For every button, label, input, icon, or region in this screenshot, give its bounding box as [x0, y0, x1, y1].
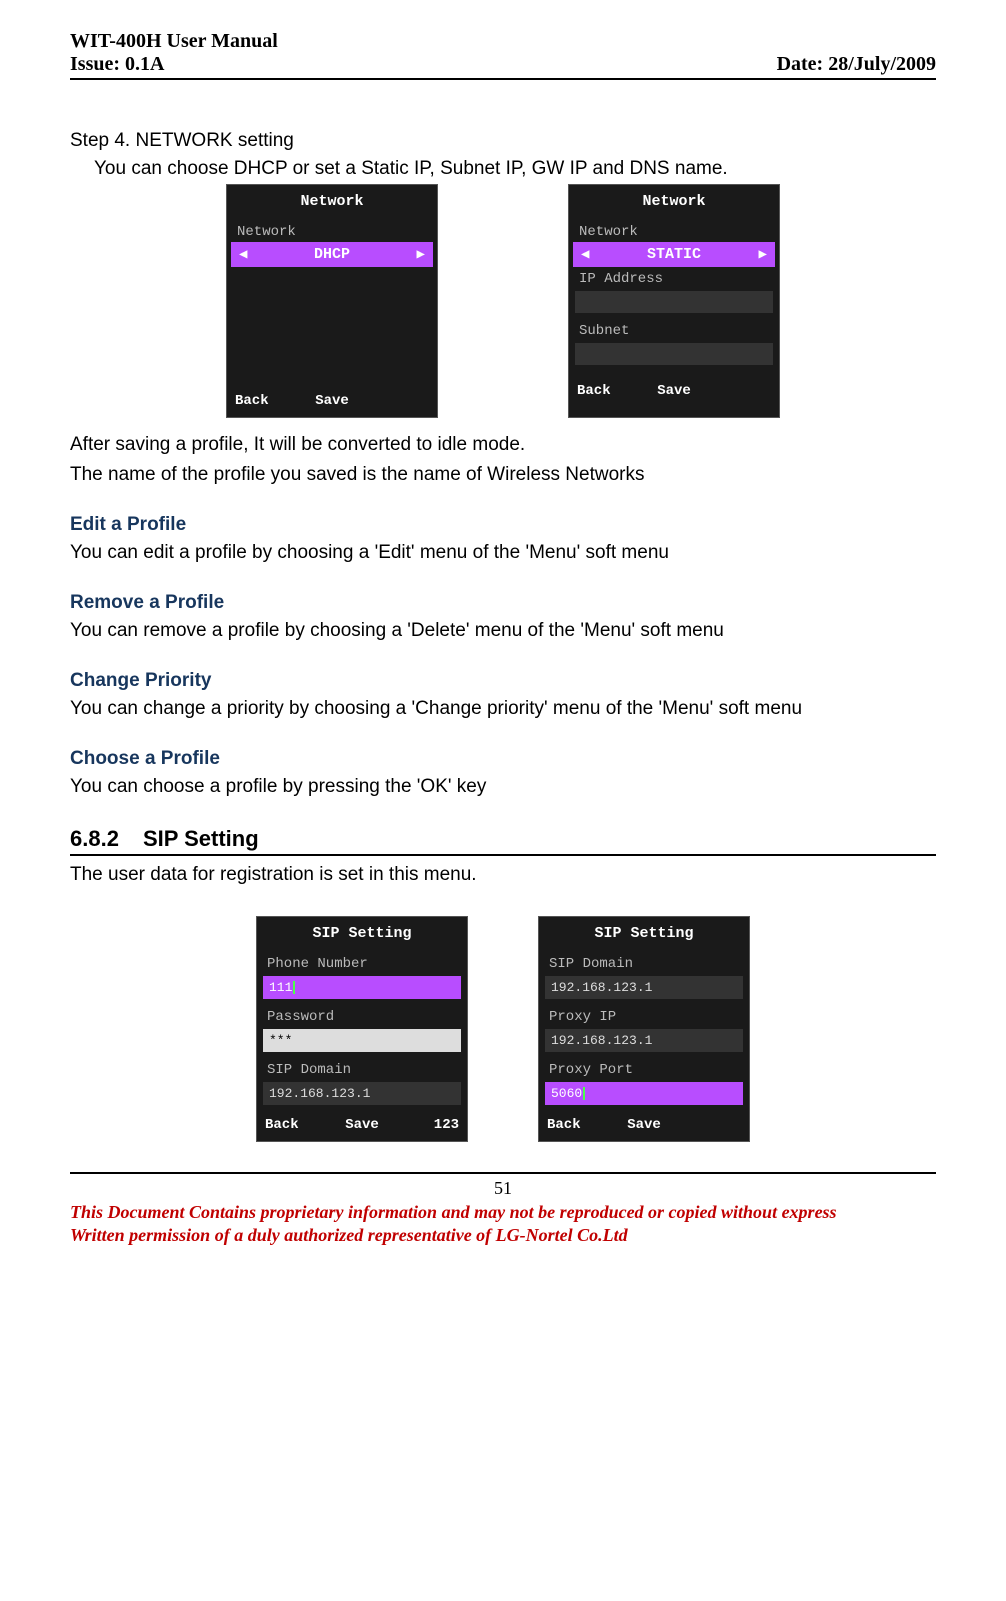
ip-address-input[interactable] [575, 291, 773, 313]
screen-title: SIP Setting [257, 917, 467, 952]
network-label: Network [569, 220, 779, 242]
mode-selector[interactable]: ◀ STATIC ▶ [573, 242, 775, 267]
arrow-left-icon[interactable]: ◀ [239, 246, 247, 263]
subnet-label: Subnet [569, 319, 779, 341]
sip-section-number: 6.8.2 [70, 826, 119, 851]
phone-number-input[interactable]: 111 [263, 976, 461, 999]
doc-issue: Issue: 0.1A [70, 53, 164, 76]
network-label: Network [227, 220, 437, 242]
sip-domain-input[interactable]: 192.168.123.1 [545, 976, 743, 999]
proxy-port-label: Proxy Port [539, 1058, 749, 1080]
sip-section-title: SIP Setting [143, 826, 259, 851]
proxy-port-input[interactable]: 5060 [545, 1082, 743, 1105]
ip-address-label: IP Address [569, 267, 779, 289]
softkey-save[interactable]: Save [330, 1117, 395, 1133]
screen-title: Network [227, 185, 437, 220]
subnet-input[interactable] [575, 343, 773, 365]
arrow-right-icon[interactable]: ▶ [759, 246, 767, 263]
sip-domain-label: SIP Domain [257, 1058, 467, 1080]
edit-profile-text: You can edit a profile by choosing a 'Ed… [70, 542, 936, 564]
arrow-right-icon[interactable]: ▶ [417, 246, 425, 263]
page-number: 51 [70, 1178, 936, 1199]
doc-header: WIT-400H User Manual Issue: 0.1A Date: 2… [70, 30, 936, 80]
sip-setting-heading-row: 6.8.2 SIP Setting [70, 826, 936, 856]
mode-value: DHCP [314, 246, 350, 263]
phone-number-label: Phone Number [257, 952, 467, 974]
sip-domain-input[interactable]: 192.168.123.1 [263, 1082, 461, 1105]
edit-profile-heading: Edit a Profile [70, 514, 936, 536]
sip-screen-2: SIP Setting SIP Domain 192.168.123.1 Pro… [538, 916, 750, 1142]
doc-date: Date: 28/July/2009 [777, 53, 936, 76]
softkey-input-mode[interactable]: 123 [394, 1117, 459, 1133]
screen-title: SIP Setting [539, 917, 749, 952]
remove-profile-text: You can remove a profile by choosing a '… [70, 620, 936, 642]
mode-value: STATIC [647, 246, 701, 263]
network-screen-static: Network Network ◀ STATIC ▶ IP Address Su… [568, 184, 780, 418]
proxy-ip-label: Proxy IP [539, 1005, 749, 1027]
softkey-save[interactable]: Save [642, 383, 707, 399]
after-save-line2: The name of the profile you saved is the… [70, 464, 936, 486]
softkey-back[interactable]: Back [547, 1117, 612, 1133]
softkey-save[interactable]: Save [300, 393, 365, 409]
sip-domain-label: SIP Domain [539, 952, 749, 974]
remove-profile-heading: Remove a Profile [70, 592, 936, 614]
softkey-back[interactable]: Back [577, 383, 642, 399]
page-footer: 51 This Document Contains proprietary in… [70, 1172, 936, 1248]
change-priority-text: You can change a priority by choosing a … [70, 698, 936, 720]
step4-title: Step 4. NETWORK setting [70, 130, 936, 152]
sip-screen-1: SIP Setting Phone Number 111 Password **… [256, 916, 468, 1142]
footer-line1: This Document Contains proprietary infor… [70, 1201, 936, 1224]
change-priority-heading: Change Priority [70, 670, 936, 692]
footer-line2: Written permission of a duly authorized … [70, 1224, 936, 1247]
softkey-save[interactable]: Save [612, 1117, 677, 1133]
arrow-left-icon[interactable]: ◀ [581, 246, 589, 263]
mode-selector[interactable]: ◀ DHCP ▶ [231, 242, 433, 267]
password-label: Password [257, 1005, 467, 1027]
after-save-line1: After saving a profile, It will be conve… [70, 434, 936, 456]
screen-title: Network [569, 185, 779, 220]
softkey-back[interactable]: Back [235, 393, 300, 409]
choose-profile-heading: Choose a Profile [70, 748, 936, 770]
network-screen-dhcp: Network Network ◀ DHCP ▶ Back Save [226, 184, 438, 418]
doc-title: WIT-400H User Manual [70, 30, 936, 53]
proxy-ip-input[interactable]: 192.168.123.1 [545, 1029, 743, 1052]
softkey-back[interactable]: Back [265, 1117, 330, 1133]
password-input[interactable]: *** [263, 1029, 461, 1052]
sip-desc: The user data for registration is set in… [70, 864, 936, 886]
choose-profile-text: You can choose a profile by pressing the… [70, 776, 936, 798]
step4-desc: You can choose DHCP or set a Static IP, … [94, 158, 936, 180]
